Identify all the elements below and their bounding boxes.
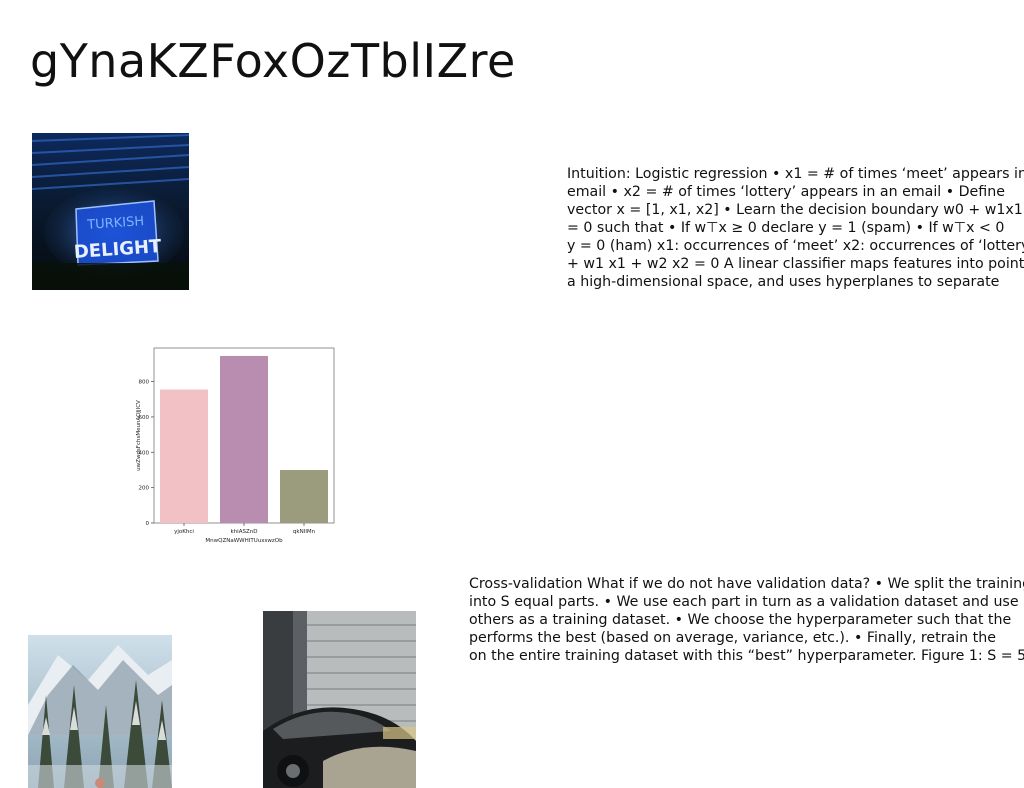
text-line: = 0 such that • If w⊤x ≥ 0 declare y = 1…: [567, 220, 1005, 236]
bar: [220, 355, 268, 523]
text-line: + w1 x1 + w2 x2 = 0 A linear classifier …: [567, 256, 1024, 272]
text-line: vector x = [1, x1, x2] • Learn the decis…: [567, 202, 1024, 218]
text-line: email • x2 = # of times ‘lottery’ appear…: [567, 184, 1005, 200]
bar-chart: 0 200 400 600 800 yjoKhci khiASZnD qkNIlMn MnwQZ…: [136, 347, 335, 544]
bar: [160, 389, 208, 523]
y-tick-label: 600: [139, 415, 150, 421]
sign-text-line1: TURKISH: [86, 214, 145, 233]
x-tick-label: khiASZnD: [231, 529, 258, 535]
cross-validation-text: Cross-validation What if we do not have …: [469, 575, 1024, 665]
y-axis-label: uwZwdsFchsMeunAOJjICV: [136, 400, 142, 471]
y-tick-label: 0: [146, 521, 150, 527]
x-axis-label: MnwQZNaWWHITUuxswzOb: [205, 538, 283, 544]
text-line: into S equal parts. • We use each part i…: [469, 594, 1019, 610]
page-title: gYnaKZFoxOzTblIZre: [30, 34, 516, 88]
x-tick-label: qkNIlMn: [293, 529, 316, 535]
text-line: on the entire training dataset with this…: [469, 648, 1024, 664]
neon-sign-photo: TURKISH DELIGHT: [32, 133, 189, 290]
logistic-regression-text: Intuition: Logistic regression • x1 = # …: [567, 165, 1024, 291]
text-line: y = 0 (ham) x1: occurrences of ‘meet’ x2…: [567, 238, 1024, 254]
car-in-garage-photo: [263, 611, 416, 788]
y-tick-label: 800: [139, 380, 150, 386]
text-line: a high-dimensional space, and uses hyper…: [567, 274, 1000, 290]
text-line: Cross-validation What if we do not have …: [469, 576, 1024, 592]
y-tick-label: 400: [139, 450, 150, 456]
text-line: Intuition: Logistic regression • x1 = # …: [567, 166, 1024, 182]
text-line: performs the best (based on average, var…: [469, 630, 996, 646]
x-tick-label: yjoKhci: [174, 529, 194, 535]
snowy-forest-photo: [28, 635, 172, 788]
y-tick-label: 200: [139, 486, 150, 492]
text-line: others as a training dataset. • We choos…: [469, 612, 1012, 628]
bar: [280, 469, 328, 523]
